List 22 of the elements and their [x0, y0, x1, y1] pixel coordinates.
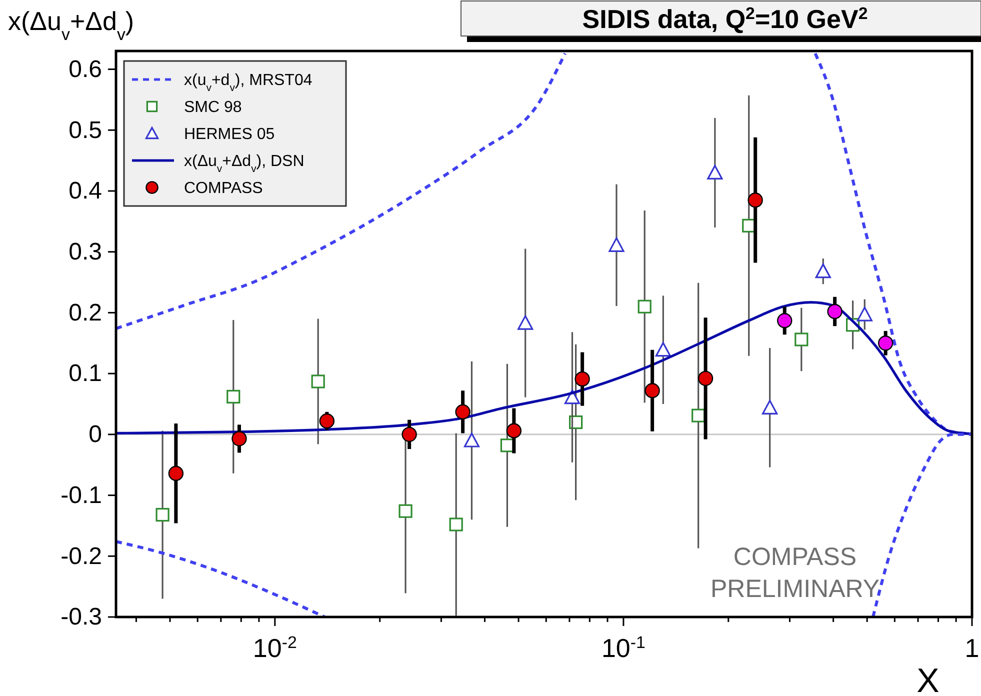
y-tick-label: 0.6 — [68, 56, 102, 83]
annotation: COMPASS PRELIMINARY — [710, 543, 880, 603]
y-tick-label: -0.3 — [60, 604, 102, 631]
y-tick-label: 0.4 — [68, 178, 102, 205]
y-tick-label: 0.3 — [68, 238, 102, 266]
y-tick-label: -0.1 — [60, 482, 102, 509]
legend-label: x(u$_{v}$+d$_{v}$), MRST04 — [184, 72, 312, 94]
y-tick-label: -0.2 — [60, 542, 102, 570]
legend-label: x(Δu$_{v}$+Δd$_{v}$), DSN — [184, 153, 304, 175]
chart-title: SIDIS data, Q$^{2}$=10 GeV$^{2}$ — [582, 4, 868, 34]
x-tick-label: 1 — [964, 633, 980, 663]
legend-label: SMC 98 — [184, 99, 242, 116]
x-axis-title: X — [916, 662, 940, 696]
y-tick-label: 0.1 — [68, 360, 102, 388]
y-tick-label: 0 — [88, 421, 102, 448]
x-tick-label: 10$^{-2}$ — [252, 632, 297, 663]
y-tick-label: 0.5 — [68, 116, 102, 144]
legend-label: HERMES 05 — [184, 126, 275, 144]
x-tick-label: 10$^{-1}$ — [601, 632, 646, 663]
legend-label: COMPASS — [184, 180, 263, 198]
y-tick-label: 0.2 — [68, 299, 102, 326]
y-axis-title: x(Δu$_{v}$+Δd$_{v}$) — [8, 6, 134, 44]
